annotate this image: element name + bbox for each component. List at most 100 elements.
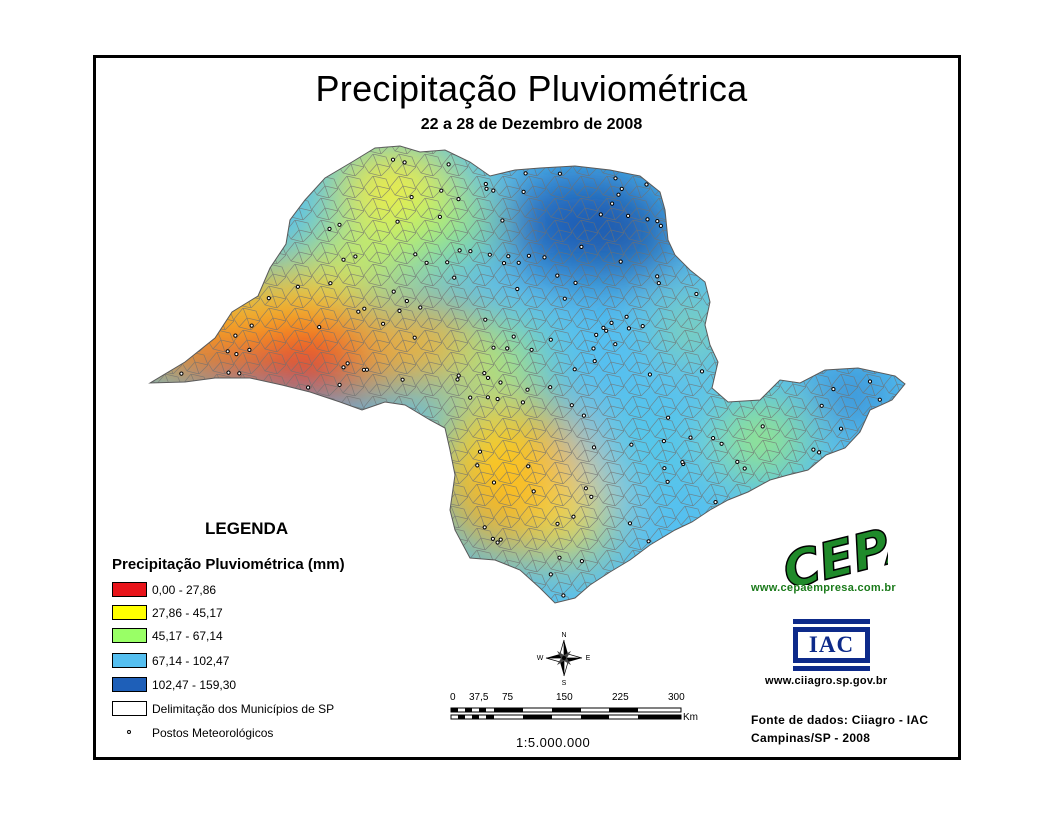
station-marker [482,525,487,530]
station-marker [645,217,650,222]
station-marker [831,387,836,392]
station-marker [356,309,361,314]
station-marker [592,359,597,364]
station-marker [266,296,271,301]
station-marker [337,222,342,227]
legend-item: 27,86 - 45,17 [112,604,223,621]
station-marker [601,325,606,330]
station-marker [699,369,705,374]
legend-swatch [112,677,147,692]
station-marker [598,212,603,217]
station-marker [341,365,346,370]
cepa-logo-text: CEPA [778,527,888,585]
station-marker [662,466,667,471]
station-marker [397,308,402,313]
station-marker [604,328,609,333]
station-marker [838,426,844,431]
legend-swatch [112,701,147,716]
scale-bar [450,707,682,720]
station-marker [491,345,496,350]
legend-item: Postos Meteorológicos [112,724,273,741]
station-marker [525,387,530,392]
station-marker [226,370,231,375]
station-marker [395,219,400,224]
station-marker [666,415,671,420]
station-marker [594,332,599,337]
legend-label: Postos Meteorológicos [152,725,274,740]
station-marker [542,255,547,260]
station-marker [337,382,342,387]
station-marker [179,371,184,376]
station-marker [579,244,584,249]
station-marker [484,186,489,191]
station-marker [569,403,574,408]
station-marker [341,257,346,262]
scale-tick: 225 [612,692,629,703]
scale-ratio: 1:5.000.000 [516,735,591,750]
station-marker [353,254,358,259]
legend-swatch [112,605,147,620]
station-dot-icon [112,725,147,740]
legend-item: Delimitação dos Municípios de SP [112,700,334,717]
station-marker [579,559,585,564]
station-marker [485,375,491,380]
station-marker [656,281,661,286]
station-marker [867,379,873,384]
station-marker [626,326,632,331]
station-marker [498,537,503,542]
station-marker [760,424,765,429]
station-marker [561,593,566,598]
station-marker [498,380,503,385]
station-marker [655,219,660,224]
station-marker [468,249,473,254]
station-marker [402,160,407,165]
legend-label: 27,86 - 45,17 [152,605,223,620]
station-marker [562,296,567,301]
station-marker [495,396,500,402]
station-marker [526,253,532,258]
legend-item: 67,14 - 102,47 [112,652,229,669]
iac-logo-stripe [793,663,870,666]
iac-logo-stripe [793,624,870,627]
station-marker [573,280,578,285]
station-marker [658,223,664,228]
station-marker [694,291,699,297]
station-marker [515,286,520,292]
legend-label: 45,17 - 67,14 [152,628,223,643]
station-marker [742,466,747,471]
station-marker [491,188,496,193]
station-marker [437,214,442,219]
station-marker [548,572,553,577]
station-marker [362,306,367,311]
station-marker [455,377,460,382]
legend-heading: LEGENDA [205,519,289,538]
station-marker [475,463,480,468]
station-marker [361,367,366,372]
station-marker [618,259,623,264]
legend-item: 45,17 - 67,14 [112,627,223,644]
iac-url: www.ciiagro.sp.gov.br [765,675,888,687]
legend-label: 67,14 - 102,47 [152,653,230,668]
station-marker [483,317,488,322]
station-marker [719,441,724,446]
station-marker [572,367,577,372]
station-marker [613,342,618,347]
map-subtitle: 22 a 28 de Dezembro de 2008 [420,116,643,133]
station-marker [516,260,521,265]
station-marker [506,254,511,259]
station-marker [457,248,462,253]
data-source-credit: Fonte de dados: Ciiagro - IAC [751,713,929,727]
station-marker [247,347,252,352]
scale-tick: 37,5 [469,692,489,703]
station-marker [225,349,230,354]
station-marker [505,346,510,351]
station-marker [713,500,718,505]
legend-label: 0,00 - 27,86 [152,582,217,597]
compass-w: W [537,655,544,662]
station-marker [521,189,526,194]
cepa-logo: CEPA [778,527,888,585]
legend-item: 0,00 - 27,86 [112,581,216,598]
station-marker [557,171,563,176]
station-marker [591,445,597,450]
